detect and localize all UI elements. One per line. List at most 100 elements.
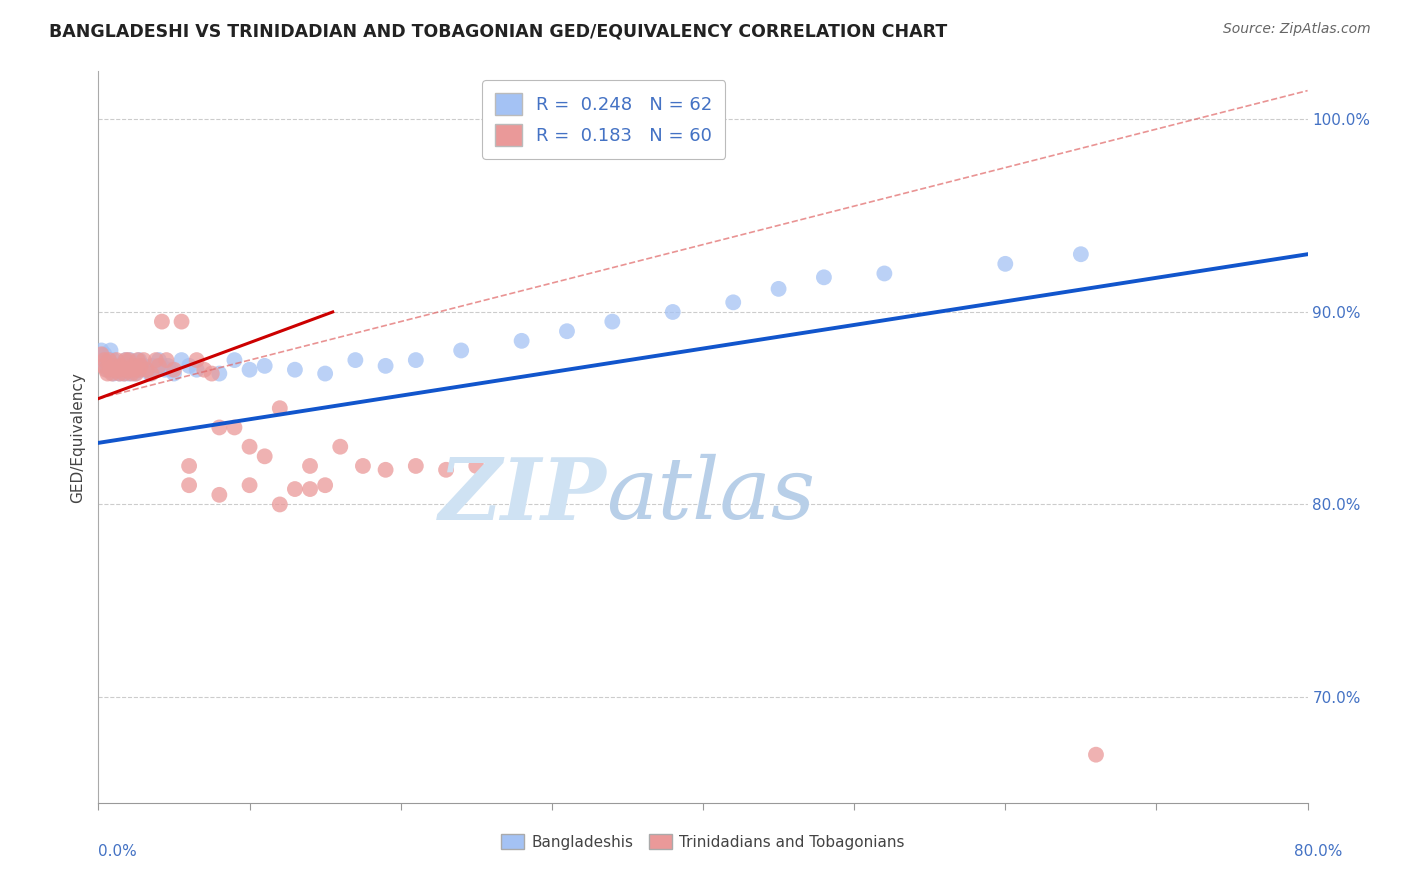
Point	[120, 353, 142, 368]
Point	[139, 367, 162, 381]
Point	[179, 458, 201, 473]
Point	[124, 362, 146, 376]
Point	[150, 359, 173, 373]
Point	[352, 458, 374, 473]
Point	[193, 362, 215, 376]
Point	[299, 458, 322, 473]
Point	[434, 463, 457, 477]
Point	[510, 334, 533, 348]
Point	[405, 458, 427, 473]
Text: 0.0%: 0.0%	[98, 845, 138, 859]
Point	[170, 315, 193, 329]
Point	[239, 362, 262, 376]
Point	[148, 359, 170, 373]
Point	[269, 401, 291, 416]
Point	[873, 267, 896, 281]
Point	[128, 353, 150, 368]
Legend: R =  0.248   N = 62, R =  0.183   N = 60: R = 0.248 N = 62, R = 0.183 N = 60	[482, 80, 725, 159]
Point	[91, 353, 114, 368]
Point	[125, 362, 148, 376]
Point	[118, 353, 141, 368]
Point	[107, 362, 129, 376]
Point	[314, 367, 336, 381]
Point	[179, 478, 201, 492]
Point	[224, 353, 246, 368]
Point	[115, 362, 138, 376]
Point	[269, 498, 291, 512]
Legend: Bangladeshis, Trinidadians and Tobagonians: Bangladeshis, Trinidadians and Tobagonia…	[495, 828, 911, 855]
Point	[96, 367, 118, 381]
Point	[115, 362, 138, 376]
Point	[112, 367, 135, 381]
Point	[121, 362, 143, 376]
Point	[208, 488, 231, 502]
Point	[103, 359, 125, 373]
Y-axis label: GED/Equivalency: GED/Equivalency	[70, 372, 86, 502]
Point	[127, 353, 149, 368]
Point	[98, 353, 121, 368]
Point	[104, 362, 127, 376]
Point	[129, 359, 152, 373]
Point	[132, 353, 155, 368]
Point	[1085, 747, 1108, 762]
Point	[110, 359, 132, 373]
Point	[141, 367, 163, 381]
Point	[100, 362, 122, 376]
Point	[179, 359, 201, 373]
Point	[121, 367, 143, 381]
Point	[108, 367, 131, 381]
Point	[661, 305, 683, 319]
Point	[101, 359, 124, 373]
Point	[101, 367, 124, 381]
Point	[93, 347, 115, 361]
Point	[120, 362, 142, 376]
Point	[108, 367, 131, 381]
Point	[142, 359, 165, 373]
Point	[329, 440, 352, 454]
Point	[127, 359, 149, 373]
Point	[284, 362, 307, 376]
Point	[110, 359, 132, 373]
Point	[186, 353, 208, 368]
Point	[105, 353, 128, 368]
Point	[723, 295, 745, 310]
Point	[170, 353, 193, 368]
Text: BANGLADESHI VS TRINIDADIAN AND TOBAGONIAN GED/EQUIVALENCY CORRELATION CHART: BANGLADESHI VS TRINIDADIAN AND TOBAGONIA…	[49, 22, 948, 40]
Text: ZIP: ZIP	[439, 454, 606, 537]
Point	[112, 367, 135, 381]
Point	[90, 343, 112, 358]
Point	[111, 362, 134, 376]
Point	[314, 478, 336, 492]
Point	[91, 359, 114, 373]
Point	[239, 440, 262, 454]
Point	[118, 367, 141, 381]
Point	[299, 482, 322, 496]
Point	[148, 353, 170, 368]
Point	[94, 362, 117, 376]
Point	[156, 359, 179, 373]
Point	[208, 420, 231, 434]
Point	[94, 359, 117, 373]
Point	[93, 353, 115, 368]
Point	[103, 353, 125, 368]
Point	[114, 353, 136, 368]
Point	[555, 324, 578, 338]
Text: 80.0%: 80.0%	[1295, 845, 1343, 859]
Point	[111, 362, 134, 376]
Point	[224, 420, 246, 434]
Point	[132, 359, 155, 373]
Point	[128, 362, 150, 376]
Point	[104, 362, 127, 376]
Point	[768, 282, 790, 296]
Point	[602, 315, 624, 329]
Point	[153, 362, 176, 376]
Text: atlas: atlas	[606, 454, 815, 537]
Point	[122, 359, 145, 373]
Point	[201, 367, 224, 381]
Point	[145, 353, 167, 368]
Point	[145, 362, 167, 376]
Point	[253, 450, 276, 464]
Point	[160, 362, 183, 376]
Point	[1070, 247, 1092, 261]
Point	[129, 362, 152, 376]
